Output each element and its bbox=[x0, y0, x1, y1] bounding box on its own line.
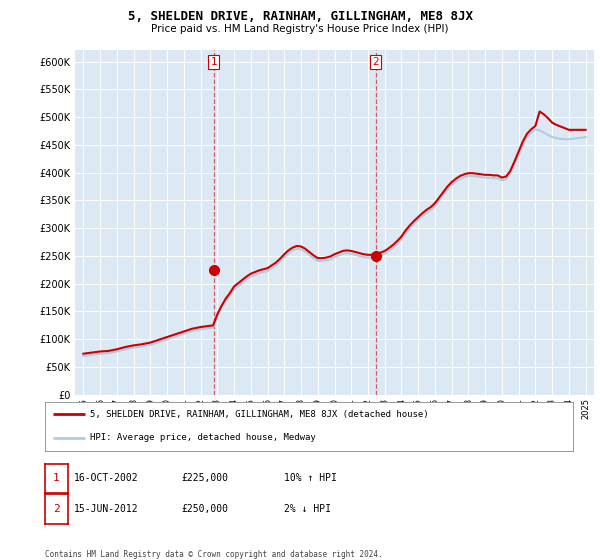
Text: 15-JUN-2012: 15-JUN-2012 bbox=[74, 504, 139, 514]
Text: £250,000: £250,000 bbox=[182, 504, 229, 514]
Text: Contains HM Land Registry data © Crown copyright and database right 2024.
This d: Contains HM Land Registry data © Crown c… bbox=[45, 550, 383, 560]
Text: 16-OCT-2002: 16-OCT-2002 bbox=[74, 473, 139, 483]
Text: Price paid vs. HM Land Registry's House Price Index (HPI): Price paid vs. HM Land Registry's House … bbox=[151, 24, 449, 34]
Text: 5, SHELDEN DRIVE, RAINHAM, GILLINGHAM, ME8 8JX (detached house): 5, SHELDEN DRIVE, RAINHAM, GILLINGHAM, M… bbox=[90, 410, 428, 419]
Text: 1: 1 bbox=[53, 473, 60, 483]
Text: HPI: Average price, detached house, Medway: HPI: Average price, detached house, Medw… bbox=[90, 433, 316, 442]
Text: £225,000: £225,000 bbox=[182, 473, 229, 483]
Text: 1: 1 bbox=[211, 57, 217, 67]
Text: 2% ↓ HPI: 2% ↓ HPI bbox=[284, 504, 331, 514]
Text: 10% ↑ HPI: 10% ↑ HPI bbox=[284, 473, 337, 483]
Text: 2: 2 bbox=[373, 57, 379, 67]
Text: 2: 2 bbox=[53, 504, 60, 514]
Text: 5, SHELDEN DRIVE, RAINHAM, GILLINGHAM, ME8 8JX: 5, SHELDEN DRIVE, RAINHAM, GILLINGHAM, M… bbox=[128, 10, 473, 23]
